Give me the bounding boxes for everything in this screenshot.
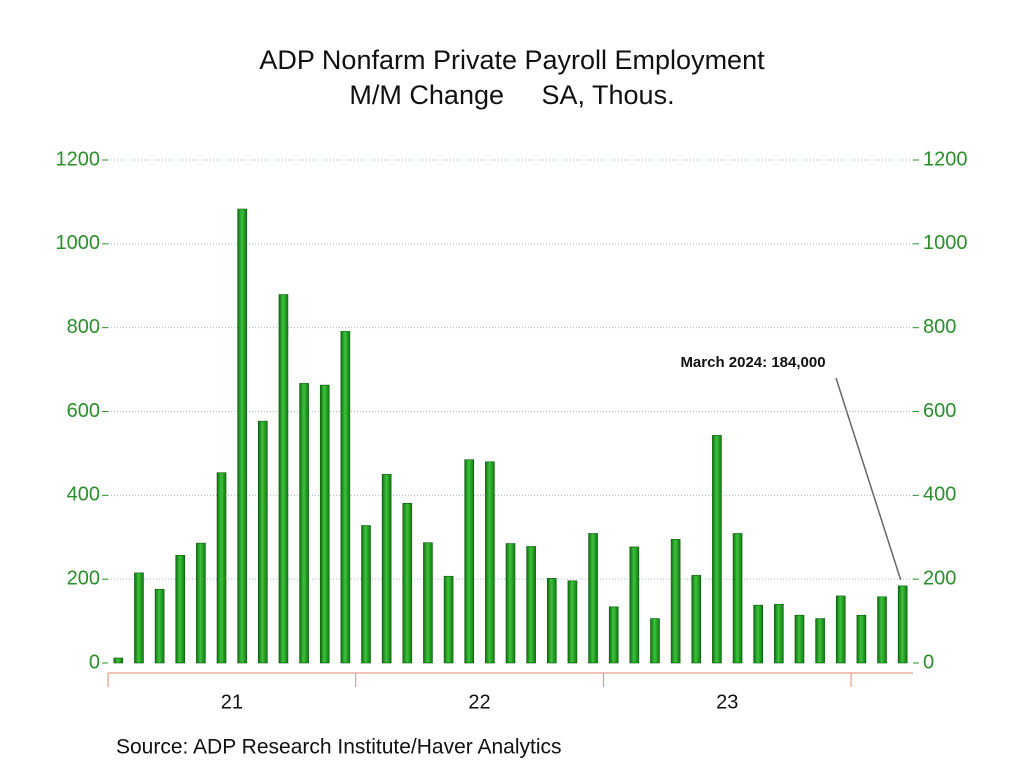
chart-title: ADP Nonfarm Private Payroll Employment — [259, 45, 765, 75]
bar — [154, 588, 165, 664]
bar — [856, 614, 867, 664]
bar — [629, 546, 640, 664]
bar — [670, 539, 681, 664]
y2-tick-label: 200 — [923, 567, 956, 589]
x-group-label: 21 — [221, 691, 243, 713]
bar — [753, 604, 763, 664]
bar — [546, 578, 557, 664]
bar — [732, 533, 743, 664]
bar — [381, 474, 392, 664]
y-tick-label: 200 — [67, 567, 100, 589]
bar — [216, 472, 227, 664]
y2-tick-label: 1200 — [923, 148, 968, 170]
bar — [402, 502, 413, 664]
y-tick-label: 0 — [89, 651, 100, 673]
bar — [794, 614, 805, 664]
source: Source: ADP Research Institute/Haver Ana… — [116, 736, 562, 759]
bar — [443, 575, 454, 664]
y2-tick-label: 600 — [923, 400, 956, 422]
bar — [319, 384, 330, 664]
bar — [113, 657, 124, 664]
bar — [897, 585, 908, 664]
bar — [464, 459, 475, 664]
bar — [815, 618, 825, 664]
bar — [278, 294, 289, 664]
bar — [567, 580, 578, 664]
bar — [485, 461, 495, 664]
bar — [134, 572, 144, 664]
bar — [877, 596, 887, 664]
y-tick-label: 400 — [67, 484, 100, 506]
y2-tick-label: 800 — [923, 316, 956, 338]
annotation-leader — [835, 377, 902, 581]
bar — [588, 533, 598, 664]
bar — [650, 618, 660, 664]
y-tick-label: 1000 — [56, 232, 101, 254]
bar — [526, 546, 536, 664]
bar — [835, 595, 846, 664]
chart-subtitle: M/M Change SA, Thous. — [349, 80, 674, 110]
y-tick-label: 1200 — [56, 148, 101, 170]
bar — [196, 542, 206, 664]
bar — [237, 208, 247, 664]
y2-tick-label: 0 — [923, 651, 934, 673]
x-group-label: 23 — [716, 691, 738, 713]
y2-tick-label: 1000 — [923, 232, 968, 254]
y-tick-label: 600 — [67, 400, 100, 422]
x-group-label: 22 — [468, 691, 490, 713]
bar — [505, 543, 516, 664]
bar — [691, 575, 702, 664]
bar — [774, 604, 784, 664]
bar — [423, 542, 433, 664]
bar — [175, 554, 186, 664]
y2-tick-label: 400 — [923, 484, 956, 506]
bar — [361, 525, 371, 664]
annotation: March 2024: 184,000 — [680, 354, 825, 371]
bar — [712, 435, 722, 664]
y-tick-label: 800 — [67, 316, 100, 338]
bar — [299, 383, 309, 664]
bar — [258, 420, 268, 664]
bar — [608, 606, 619, 664]
bar — [340, 331, 351, 664]
